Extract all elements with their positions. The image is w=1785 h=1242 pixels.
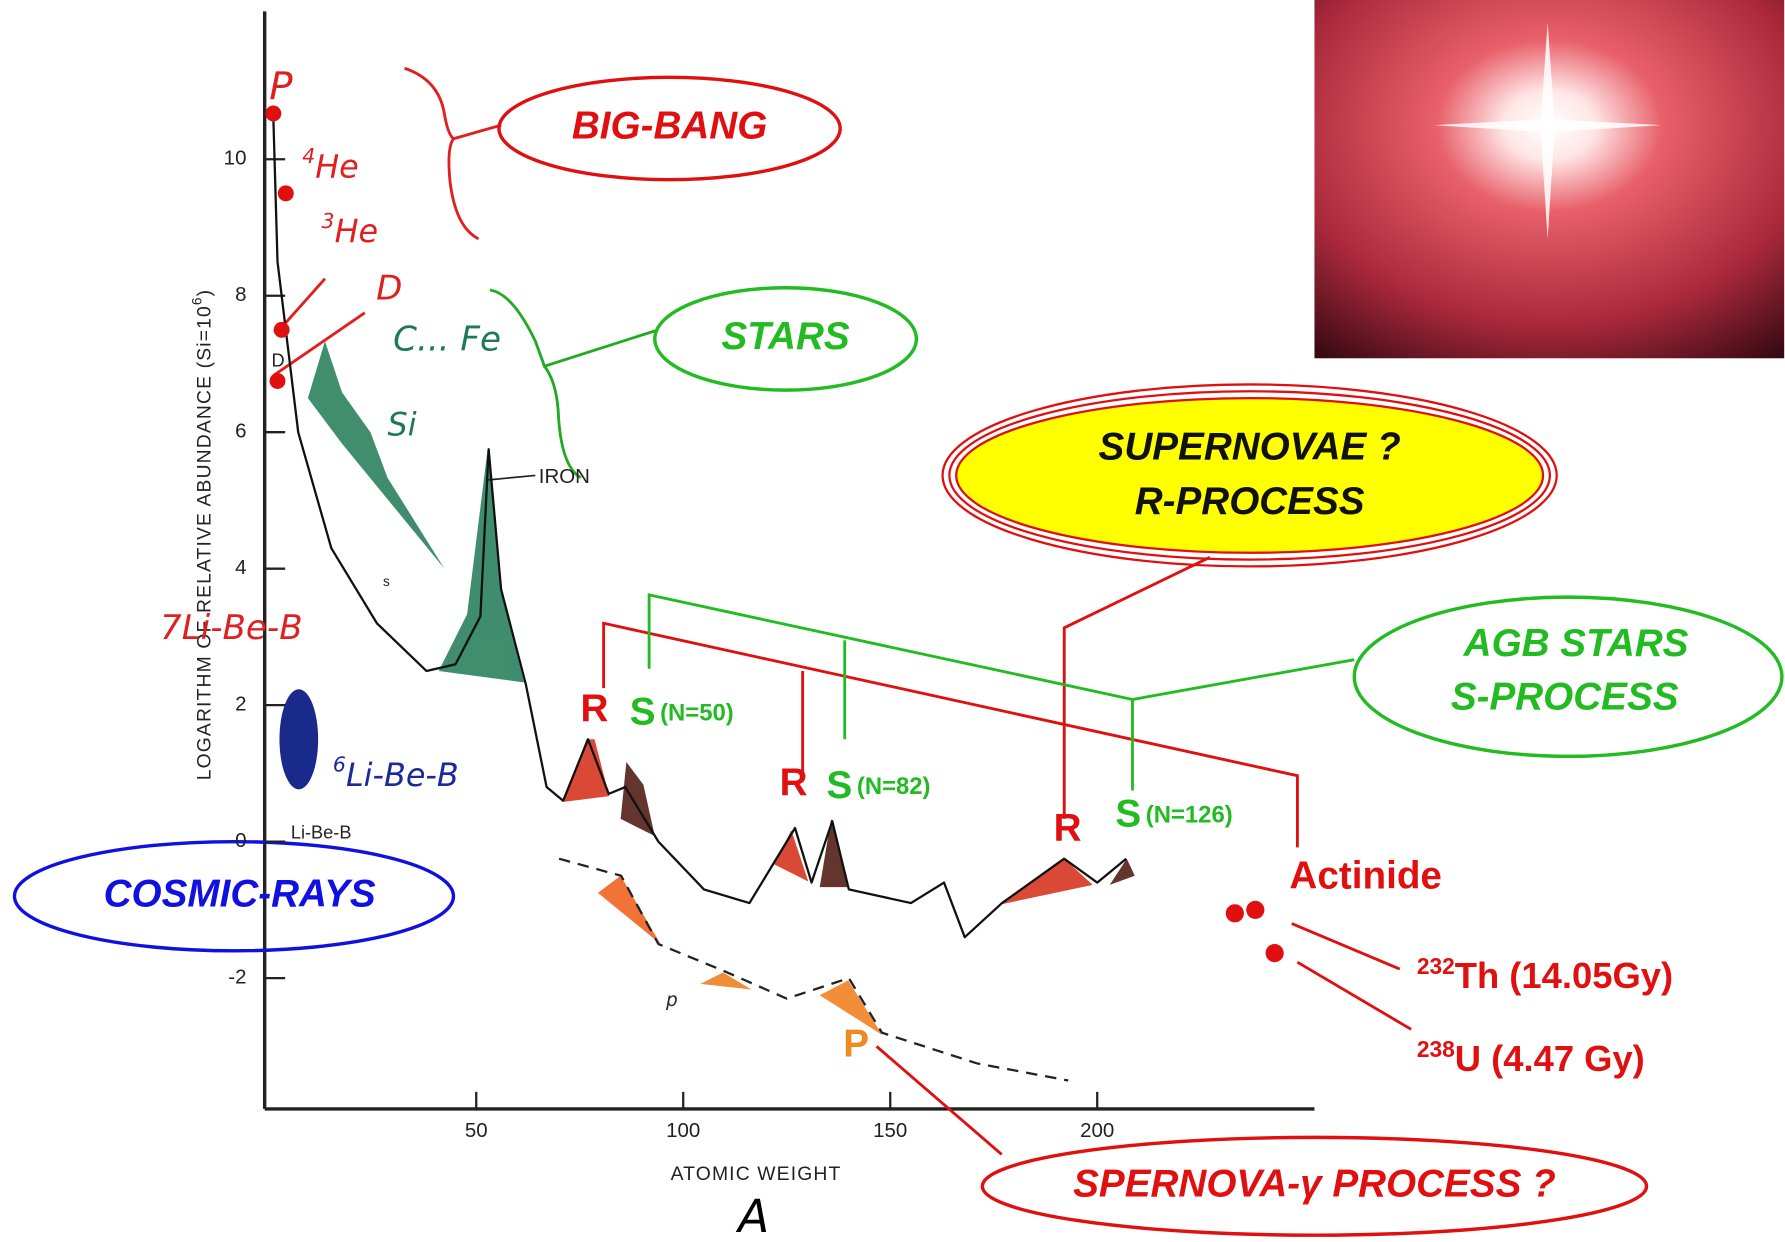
x-tick-label: 50 <box>465 1119 488 1142</box>
r-label: R <box>780 761 808 804</box>
sup: 232 <box>1417 953 1455 979</box>
y-axis-label-end: ) <box>195 289 216 297</box>
y-tick-label: -2 <box>228 966 246 989</box>
sup: 3 <box>322 209 335 233</box>
chart: LOGARITHM OF RELATIVE ABUNDANCE (Si=106)… <box>0 0 1785 1242</box>
n-label: (N=126) <box>1146 802 1233 829</box>
note-text: Li-Be-B <box>182 607 303 647</box>
data-point <box>274 322 290 338</box>
x-tick-label: 100 <box>666 1119 700 1142</box>
note: p <box>665 990 678 1011</box>
note: D <box>272 350 285 370</box>
abundance-curve <box>559 859 1068 1081</box>
note: 3He <box>322 209 379 250</box>
p-label: P <box>843 1023 869 1066</box>
sup: 7 <box>160 607 182 647</box>
y-tick-label: 8 <box>235 283 246 306</box>
note: P <box>269 64 293 109</box>
n-label: (N=50) <box>660 700 734 727</box>
note: 4He <box>302 144 359 185</box>
x-tick-label: 200 <box>1080 1119 1114 1142</box>
y-tick-label: 2 <box>235 693 246 716</box>
note: 6Li-Be-B <box>333 752 459 793</box>
n-label: (N=82) <box>857 774 931 801</box>
data-point <box>278 185 294 201</box>
note-text: He <box>335 212 379 250</box>
s-label: S(N=82) <box>827 764 931 807</box>
note: 7Li-Be-B <box>160 607 303 647</box>
note: C... Fe <box>393 320 501 360</box>
stars-label: STARS <box>722 315 850 358</box>
y-axis-label-sup: 6 <box>189 296 204 305</box>
note: Si <box>388 406 417 444</box>
y-axis-label-text: LOGARITHM OF RELATIVE ABUNDANCE (Si=10 <box>195 305 216 780</box>
li-be-b-ellipse <box>279 689 318 789</box>
note-text: U (4.47 Gy) <box>1455 1038 1645 1079</box>
th-label: 232Th (14.05Gy) <box>1417 953 1673 996</box>
x-tick-label: 150 <box>873 1119 907 1142</box>
supernovae-label: SUPERNOVAE ? <box>1099 425 1401 468</box>
x-axis-symbol: A <box>735 1190 769 1242</box>
r-label: R <box>581 687 609 730</box>
page: {"chart_data": { "type": "line", "y_labe… <box>0 0 1785 1242</box>
r-label: R <box>1054 806 1082 849</box>
r-process-label: R-PROCESS <box>1135 480 1365 523</box>
note: IRON <box>539 465 590 488</box>
note: s <box>383 574 390 589</box>
note-text: Li-Be-B <box>346 756 459 794</box>
y-tick-label: 10 <box>224 147 247 170</box>
gamma-label: SPERNOVA-γ PROCESS ? <box>1073 1162 1556 1205</box>
supernovae-ellipse <box>943 384 1557 566</box>
note-text: Th (14.05Gy) <box>1455 955 1673 996</box>
s-label: S(N=50) <box>630 690 734 733</box>
sup: 6 <box>333 752 346 776</box>
s-label: S(N=126) <box>1115 793 1232 836</box>
x-axis-label: ATOMIC WEIGHT <box>671 1164 842 1185</box>
sup: 4 <box>302 144 315 168</box>
note: Li-Be-B <box>291 822 352 842</box>
y-tick-label: 0 <box>235 829 246 852</box>
y-tick-label: 6 <box>235 420 246 443</box>
sup: 238 <box>1417 1036 1455 1062</box>
agb-label: AGB STARS <box>1463 622 1689 665</box>
data-point <box>265 106 281 122</box>
y-tick-label: 4 <box>235 556 246 579</box>
y-axis-label: LOGARITHM OF RELATIVE ABUNDANCE (Si=106) <box>189 289 215 780</box>
s-process-label: S-PROCESS <box>1451 676 1679 719</box>
actinide-label: Actinide <box>1289 854 1442 897</box>
data-point <box>270 373 286 389</box>
s-letter: S <box>827 764 853 807</box>
big-bang-label: BIG-BANG <box>572 105 767 148</box>
nebula-photo <box>1314 0 1784 358</box>
note: D <box>376 269 402 309</box>
s-letter: S <box>1115 793 1141 836</box>
note-text: He <box>315 147 359 185</box>
u-label: 238U (4.47 Gy) <box>1417 1036 1645 1079</box>
actinide-dot <box>1226 904 1244 922</box>
cosmic-label: COSMIC-RAYS <box>104 872 376 915</box>
s-letter: S <box>630 690 656 733</box>
actinide-dot <box>1266 944 1284 962</box>
actinide-dot <box>1246 901 1264 919</box>
